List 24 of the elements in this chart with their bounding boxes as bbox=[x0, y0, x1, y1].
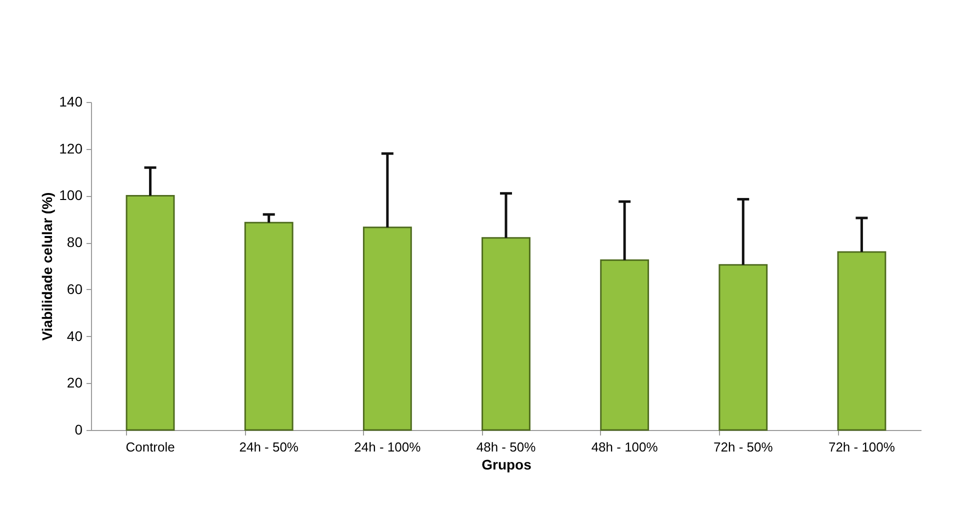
y-axis-title: Viabilidade celular (%) bbox=[39, 192, 56, 341]
x-tick-label: 24h - 100% bbox=[354, 440, 422, 454]
y-tick-label: 100 bbox=[59, 187, 83, 204]
y-tick-label: 40 bbox=[66, 328, 83, 344]
y-tick-label: 140 bbox=[59, 94, 83, 110]
bar bbox=[244, 222, 294, 431]
y-tick-label: 120 bbox=[59, 140, 83, 156]
bar bbox=[482, 237, 530, 431]
y-tick-label: 60 bbox=[66, 280, 83, 297]
x-tick-label: 24h - 50% bbox=[239, 440, 299, 454]
x-axis-title: Grupos bbox=[482, 456, 532, 472]
y-tick-label: 0 bbox=[74, 422, 83, 438]
y-tick-label: 20 bbox=[66, 374, 83, 391]
x-tick-label: 48h - 100% bbox=[591, 440, 658, 454]
x-tick-label: 72h - 50% bbox=[714, 440, 774, 454]
x-tick-label: Controle bbox=[126, 440, 175, 454]
bar bbox=[600, 259, 650, 431]
bar bbox=[362, 226, 412, 431]
x-tick-label: 48h - 50% bbox=[476, 440, 536, 454]
bar bbox=[837, 251, 886, 431]
y-tick-label: 80 bbox=[66, 234, 83, 250]
bar bbox=[718, 264, 768, 431]
x-tick-label: 72h - 100% bbox=[828, 440, 896, 454]
bar bbox=[126, 194, 175, 431]
